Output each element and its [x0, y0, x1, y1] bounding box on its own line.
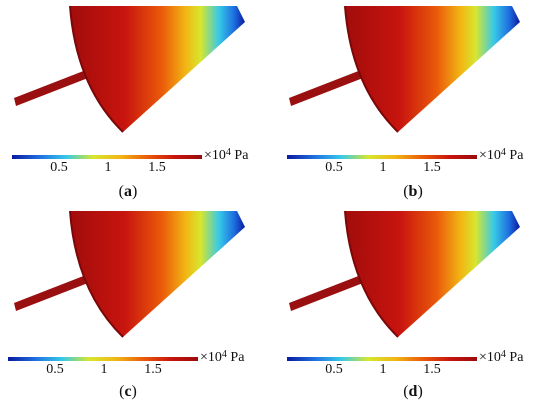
sector-body	[345, 6, 520, 132]
pressure-field-b	[289, 5, 520, 133]
panel-caption: (a)	[118, 183, 138, 200]
sector-body	[70, 211, 245, 337]
inlet-pipe	[14, 70, 88, 106]
unit-times: ×10	[479, 148, 501, 163]
colorbar-tick: 1.5	[423, 160, 441, 175]
colorbar-gradient	[8, 357, 198, 361]
pressure-field-a	[14, 5, 245, 133]
panel-c: 0.5 1 1.5 ×104 Pa (c)	[0, 205, 275, 410]
inlet-pipe	[289, 70, 363, 106]
unit-times: ×10	[479, 350, 501, 365]
unit-exponent: 4	[500, 147, 506, 158]
pressure-field-c	[14, 210, 245, 338]
panel-a: 0.5 1 1.5 ×104 Pa (a)	[0, 0, 275, 205]
colorbar-tick: 1	[100, 362, 108, 377]
sector-edge	[69, 210, 124, 338]
sector-edge	[69, 5, 124, 133]
sector-body	[70, 6, 245, 132]
colorbar-tick: 1.5	[144, 362, 162, 377]
panel-label: c	[124, 383, 132, 400]
panel-label: b	[408, 183, 418, 200]
colorbar-tick: 1	[379, 160, 387, 175]
inlet-pipe	[289, 275, 363, 311]
unit-times: ×10	[200, 350, 222, 365]
colorbar-unit: ×104 Pa	[479, 147, 524, 164]
panel-label: a	[124, 183, 132, 200]
panel-b: 0.5 1 1.5 ×104 Pa (b)	[275, 0, 550, 205]
colorbar-tick: 1	[379, 362, 387, 377]
unit-suffix: Pa	[230, 148, 249, 163]
colorbar-unit: ×104 Pa	[204, 147, 249, 164]
colorbar-tick: 1.5	[423, 362, 441, 377]
colorbar-tick: 0.5	[50, 160, 68, 175]
unit-suffix: Pa	[505, 350, 524, 365]
colorbar-gradient	[12, 155, 202, 159]
pressure-field-d	[289, 210, 520, 338]
panel-d: 0.5 1 1.5 ×104 Pa (d)	[275, 205, 550, 410]
sector-edge	[344, 210, 399, 338]
colorbar-tick: 0.5	[46, 362, 64, 377]
unit-suffix: Pa	[226, 350, 245, 365]
colorbar-gradient	[287, 155, 477, 159]
colorbar	[8, 357, 198, 361]
colorbar	[12, 155, 202, 159]
panel-caption: (b)	[403, 183, 423, 200]
panel-caption: (d)	[403, 383, 423, 400]
unit-exponent: 4	[500, 349, 506, 360]
unit-exponent: 4	[221, 349, 227, 360]
colorbar-tick: 0.5	[325, 362, 343, 377]
colorbar-tick: 0.5	[325, 160, 343, 175]
colorbar-tick: 1	[104, 160, 112, 175]
colorbar-unit: ×104 Pa	[479, 349, 524, 366]
unit-exponent: 4	[225, 147, 231, 158]
sector-edge	[344, 5, 399, 133]
unit-times: ×10	[204, 148, 226, 163]
sector-body	[345, 211, 520, 337]
panel-label: d	[408, 383, 418, 400]
inlet-pipe	[14, 275, 88, 311]
colorbar-gradient	[287, 357, 477, 361]
colorbar	[287, 155, 477, 159]
unit-suffix: Pa	[505, 148, 524, 163]
panel-caption: (c)	[119, 383, 137, 400]
colorbar	[287, 357, 477, 361]
colorbar-unit: ×104 Pa	[200, 349, 245, 366]
colorbar-tick: 1.5	[148, 160, 166, 175]
